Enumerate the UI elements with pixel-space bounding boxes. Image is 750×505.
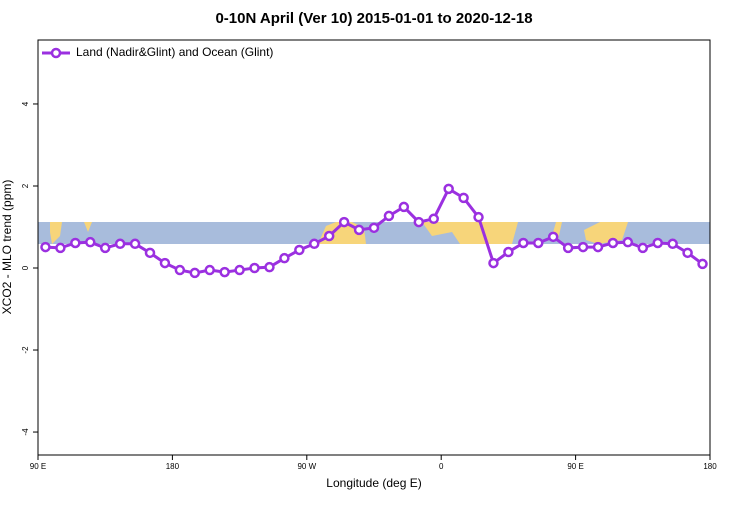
y-tick-label: 4 bbox=[21, 101, 30, 106]
point bbox=[652, 237, 663, 249]
point bbox=[99, 242, 111, 254]
point bbox=[398, 201, 410, 213]
point bbox=[562, 242, 574, 254]
x-tick-label: 180 bbox=[166, 462, 180, 471]
legend-label: Land (Nadir&Glint) and Ocean (Glint) bbox=[76, 45, 273, 59]
point bbox=[697, 258, 708, 270]
point bbox=[144, 247, 156, 259]
point bbox=[547, 231, 559, 243]
y-tick-label: -4 bbox=[21, 428, 30, 436]
point bbox=[249, 262, 260, 274]
point bbox=[503, 246, 514, 258]
x-axis-label: Longitude (deg E) bbox=[326, 476, 421, 490]
point bbox=[189, 267, 201, 279]
point bbox=[70, 237, 81, 249]
x-tick-label: 180 bbox=[703, 462, 717, 471]
y-tick-label: -2 bbox=[21, 346, 30, 354]
point bbox=[443, 183, 454, 195]
point bbox=[667, 238, 678, 250]
point bbox=[637, 242, 649, 254]
x-tick-label: 90 E bbox=[567, 462, 583, 471]
point bbox=[488, 257, 499, 269]
point bbox=[264, 261, 275, 273]
y-tick-label: 0 bbox=[21, 265, 30, 270]
point bbox=[682, 247, 693, 259]
point bbox=[622, 236, 634, 248]
x-tick-label: 0 bbox=[439, 462, 444, 471]
point bbox=[55, 242, 66, 254]
point bbox=[368, 222, 380, 234]
point bbox=[413, 216, 425, 228]
point bbox=[129, 238, 141, 250]
point bbox=[279, 252, 290, 264]
y-tick-label: 2 bbox=[21, 183, 30, 188]
point bbox=[592, 241, 604, 253]
x-tick-label: 90 E bbox=[30, 462, 46, 471]
point bbox=[309, 238, 320, 250]
point bbox=[204, 264, 215, 276]
point bbox=[114, 238, 126, 250]
point bbox=[577, 241, 589, 253]
point bbox=[383, 210, 395, 222]
point bbox=[518, 237, 529, 249]
point bbox=[458, 192, 469, 204]
y-axis-label: XCO2 - MLO trend (ppm) bbox=[0, 180, 14, 315]
point bbox=[338, 216, 350, 228]
point bbox=[159, 257, 171, 269]
point bbox=[428, 213, 439, 225]
x-tick-label: 90 W bbox=[297, 462, 316, 471]
point bbox=[353, 224, 365, 236]
point bbox=[219, 266, 230, 278]
point bbox=[40, 241, 51, 253]
plot-frame bbox=[37, 39, 711, 456]
point bbox=[174, 264, 186, 276]
point bbox=[473, 211, 484, 223]
legend-marker bbox=[50, 47, 62, 59]
point bbox=[294, 244, 305, 256]
chart-title: 0-10N April (Ver 10) 2015-01-01 to 2020-… bbox=[215, 10, 532, 27]
point bbox=[85, 236, 96, 248]
point bbox=[323, 230, 335, 242]
point bbox=[234, 264, 245, 276]
point bbox=[533, 237, 544, 249]
point bbox=[607, 237, 619, 249]
